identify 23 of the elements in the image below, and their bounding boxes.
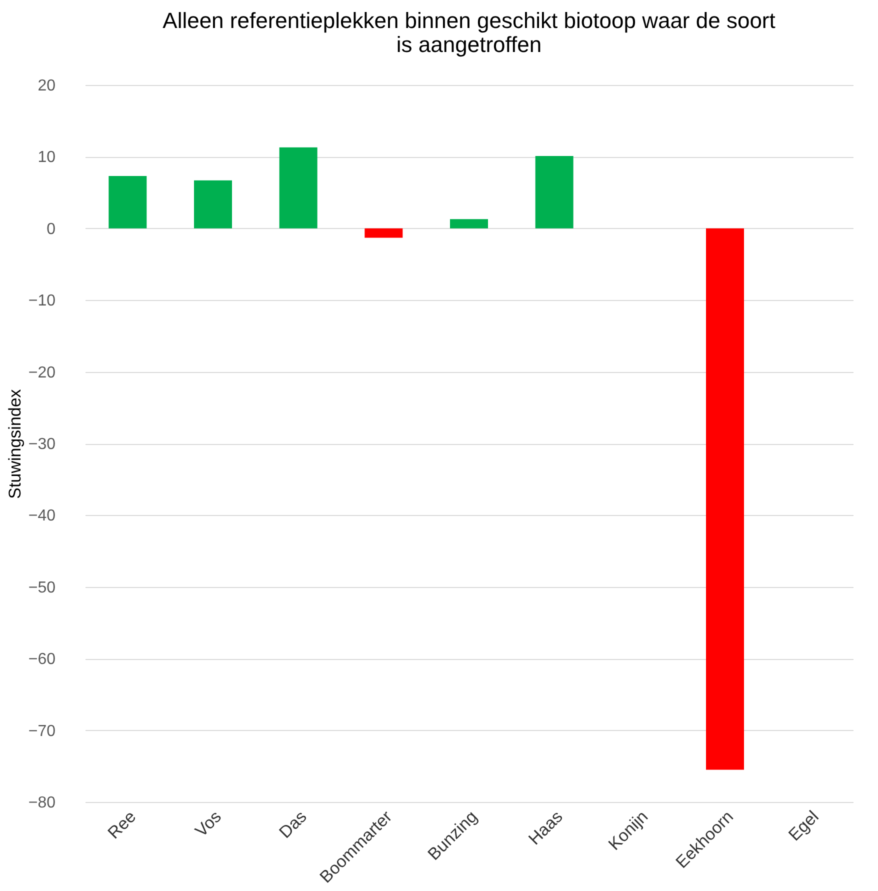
chart-title: Alleen referentieplekken binnen geschikt biotoop waar de soort is aangetroffen <box>162 8 776 57</box>
y-tick-label: −30 <box>28 436 56 453</box>
y-tick-label: −10 <box>28 292 56 310</box>
y-tick-label: 0 <box>46 220 56 238</box>
x-tick-label: Das <box>276 807 310 842</box>
bar <box>108 176 147 228</box>
y-tick-label: 10 <box>38 149 56 166</box>
bar <box>364 228 403 238</box>
y-tick-label: −70 <box>28 722 56 740</box>
y-tick-label: −20 <box>28 364 56 382</box>
y-tick-label: −40 <box>28 508 56 525</box>
y-tick-label: −80 <box>28 794 56 812</box>
bar <box>450 219 488 228</box>
x-tick-label: Vos <box>192 807 226 841</box>
y-tick-label: −60 <box>28 651 56 668</box>
bar <box>706 228 744 770</box>
x-tick-label: Ree <box>104 807 140 843</box>
bar <box>279 147 318 228</box>
bar <box>535 156 574 228</box>
bar <box>194 180 232 228</box>
y-tick-label: −50 <box>28 579 56 596</box>
y-tick-label: 20 <box>38 78 56 94</box>
y-axis-title: Stuwingsindex <box>5 388 24 499</box>
